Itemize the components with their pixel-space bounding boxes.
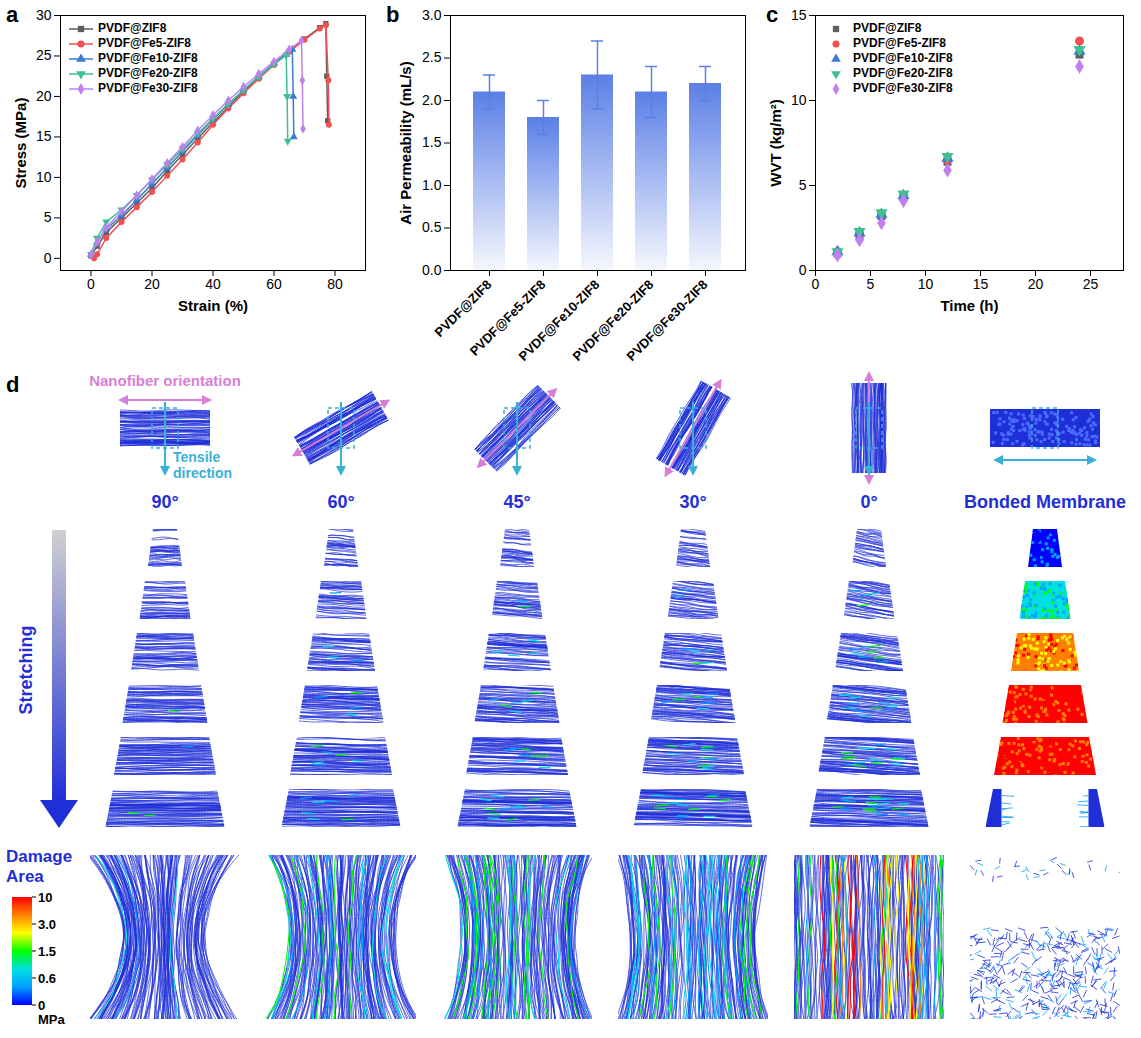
svg-text:PVDF@Fe5-ZIF8: PVDF@Fe5-ZIF8: [466, 276, 549, 359]
svg-text:DamageArea: DamageArea: [6, 847, 72, 886]
html-text:PVDF@ZIF8: PVDF@ZIF8: [853, 21, 922, 35]
svg-text:PVDF@Fe20-ZIF8: PVDF@Fe20-ZIF8: [569, 276, 657, 364]
svg-text:MPa: MPa: [38, 1012, 66, 1027]
svg-text:5: 5: [867, 276, 875, 292]
svg-text:60°: 60°: [327, 492, 354, 512]
svg-text:0: 0: [799, 262, 807, 278]
svg-text:PVDF@ZIF8: PVDF@ZIF8: [431, 276, 495, 340]
svg-text:Bonded Membrane: Bonded Membrane: [964, 492, 1126, 512]
html-text:PVDF@Fe30-ZIF8: PVDF@Fe30-ZIF8: [98, 81, 198, 95]
svg-text:25: 25: [36, 47, 52, 63]
svg-text:1.0: 1.0: [422, 177, 442, 193]
svg-text:45°: 45°: [503, 492, 530, 512]
svg-text:15: 15: [973, 276, 989, 292]
svg-text:0: 0: [38, 998, 45, 1013]
html-text:PVDF@Fe10-ZIF8: PVDF@Fe10-ZIF8: [98, 51, 198, 65]
html-text:PVDF@Fe20-ZIF8: PVDF@Fe20-ZIF8: [853, 66, 953, 80]
svg-text:Stress (MPa): Stress (MPa): [12, 98, 29, 189]
svg-text:0: 0: [87, 276, 95, 292]
svg-text:3.0: 3.0: [38, 917, 56, 932]
svg-text:5: 5: [799, 177, 807, 193]
svg-text:0°: 0°: [860, 492, 877, 512]
html-text:PVDF@Fe5-ZIF8: PVDF@Fe5-ZIF8: [853, 36, 946, 50]
svg-text:2.5: 2.5: [422, 49, 442, 65]
svg-text:10: 10: [38, 890, 52, 905]
html-text:c: c: [766, 2, 779, 27]
svg-text:WVT (kg/m²): WVT (kg/m²): [767, 99, 784, 187]
svg-text:5: 5: [44, 209, 52, 225]
svg-text:0.5: 0.5: [422, 219, 442, 235]
svg-text:0.6: 0.6: [38, 971, 56, 986]
svg-text:Nanofiber orientation: Nanofiber orientation: [89, 372, 241, 389]
svg-text:30: 30: [36, 7, 52, 23]
svg-text:60: 60: [266, 276, 282, 292]
svg-text:10: 10: [791, 92, 807, 108]
svg-text:15: 15: [791, 7, 807, 23]
svg-text:0: 0: [44, 250, 52, 266]
svg-text:1.5: 1.5: [422, 134, 442, 150]
svg-text:20: 20: [144, 276, 160, 292]
svg-text:40: 40: [205, 276, 221, 292]
html-text:PVDF@ZIF8: PVDF@ZIF8: [98, 21, 167, 35]
svg-text:20: 20: [1028, 276, 1044, 292]
html-text:a: a: [6, 2, 19, 27]
svg-text:Tensiledirection: Tensiledirection: [173, 449, 232, 481]
svg-text:3.0: 3.0: [422, 7, 442, 23]
svg-text:0: 0: [812, 276, 820, 292]
html-text:PVDF@Fe5-ZIF8: PVDF@Fe5-ZIF8: [98, 36, 191, 50]
svg-text:20: 20: [36, 88, 52, 104]
svg-text:Strain (%): Strain (%): [178, 297, 248, 314]
svg-text:80: 80: [327, 276, 343, 292]
svg-text:30°: 30°: [679, 492, 706, 512]
svg-text:Air Permeability (mL/s): Air Permeability (mL/s): [397, 61, 414, 224]
svg-text:PVDF@Fe10-ZIF8: PVDF@Fe10-ZIF8: [515, 276, 603, 364]
html-text:b: b: [386, 2, 400, 27]
svg-text:Stretching: Stretching: [16, 625, 36, 714]
svg-text:PVDF@Fe30-ZIF8: PVDF@Fe30-ZIF8: [624, 277, 711, 364]
svg-text:25: 25: [1083, 276, 1099, 292]
html-text:PVDF@Fe10-ZIF8: PVDF@Fe10-ZIF8: [853, 51, 953, 65]
svg-text:15: 15: [36, 128, 52, 144]
svg-text:90°: 90°: [151, 492, 178, 512]
svg-text:Time (h): Time (h): [940, 297, 998, 314]
svg-text:d: d: [6, 372, 19, 397]
html-text:PVDF@Fe30-ZIF8: PVDF@Fe30-ZIF8: [853, 81, 953, 95]
svg-text:10: 10: [918, 276, 934, 292]
svg-text:1.5: 1.5: [38, 944, 56, 959]
svg-text:10: 10: [36, 169, 52, 185]
svg-text:0.0: 0.0: [422, 262, 442, 278]
html-text:PVDF@Fe20-ZIF8: PVDF@Fe20-ZIF8: [98, 66, 198, 80]
svg-text:2.0: 2.0: [422, 92, 442, 108]
